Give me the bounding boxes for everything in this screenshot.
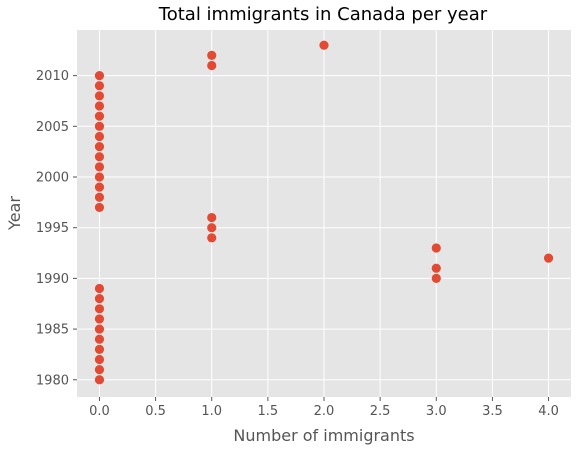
data-point: [94, 121, 105, 131]
data-point: [94, 324, 105, 334]
x-tick-label: 1.5: [258, 404, 279, 419]
data-point: [94, 131, 105, 142]
chart-title: Total immigrants in Canada per year: [158, 4, 488, 25]
data-point: [94, 101, 105, 111]
y-tick-label: 2005: [36, 120, 69, 135]
y-tick-label: 1990: [36, 272, 69, 287]
x-tick-label: 2.0: [314, 404, 335, 419]
data-point: [431, 273, 441, 283]
x-tick-label: 3.0: [426, 404, 447, 419]
x-tick-label: 2.5: [370, 404, 391, 419]
data-point: [94, 344, 105, 354]
data-point: [94, 334, 105, 344]
data-point: [94, 365, 105, 375]
y-tick-label: 1995: [36, 221, 69, 236]
data-point: [431, 263, 441, 273]
data-point: [94, 152, 105, 162]
y-tick-label: 2000: [36, 171, 69, 186]
data-point: [319, 40, 329, 50]
grid-lines: [77, 30, 571, 397]
data-point: [94, 314, 105, 324]
data-point: [94, 192, 105, 202]
data-point: [94, 141, 105, 152]
x-axis-label: Number of immigrants: [233, 426, 414, 445]
y-tick-label: 2010: [36, 69, 69, 84]
data-point: [94, 81, 105, 91]
y-axis-label: Year: [5, 196, 24, 231]
data-point: [207, 233, 217, 243]
data-point: [94, 111, 105, 121]
y-axis-ticks: 1980 1985 1990 1995 2000 2005 2010: [36, 69, 77, 388]
data-point: [94, 202, 105, 213]
data-point: [207, 223, 217, 233]
data-point: [207, 50, 217, 60]
data-point: [94, 294, 105, 304]
data-point: [207, 60, 217, 71]
data-point: [431, 243, 441, 253]
x-axis-ticks: 0.0 0.5 1.0 1.5 2.0 2.5 3.0 3.5 4.0: [89, 397, 559, 419]
x-tick-label: 4.0: [538, 404, 559, 419]
data-point: [94, 304, 105, 314]
x-tick-label: 0.0: [89, 404, 110, 419]
data-point: [94, 71, 105, 81]
data-point: [94, 354, 105, 365]
x-tick-label: 3.5: [482, 404, 503, 419]
data-point: [207, 212, 217, 223]
data-point: [94, 172, 105, 182]
y-tick-label: 1980: [36, 373, 69, 388]
data-point: [94, 375, 105, 385]
data-point: [94, 283, 105, 294]
data-point: [543, 253, 554, 263]
x-tick-label: 1.0: [201, 404, 222, 419]
data-point: [94, 182, 105, 192]
y-tick-label: 1985: [36, 323, 69, 338]
x-tick-label: 0.5: [145, 404, 166, 419]
data-points: [94, 40, 554, 385]
data-point: [94, 162, 105, 172]
data-point: [94, 91, 105, 101]
